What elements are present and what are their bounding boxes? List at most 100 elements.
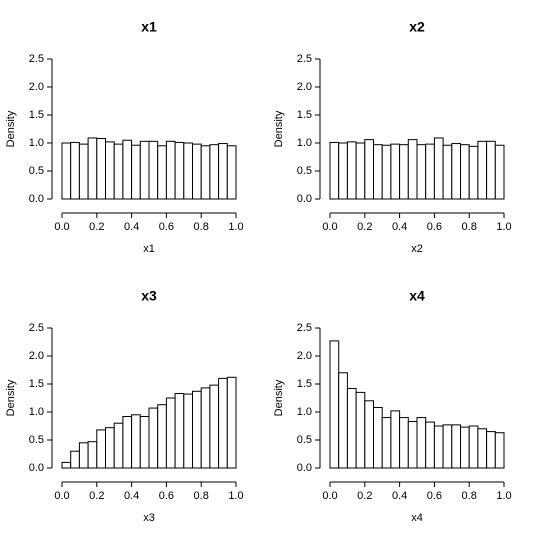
bar [78, 442, 89, 469]
y-tick-label: 0.5 [29, 434, 44, 446]
bar [131, 144, 141, 200]
bar [355, 142, 366, 200]
bar [183, 142, 194, 200]
bar [113, 143, 124, 200]
bar [96, 429, 107, 469]
chart-title: x1 [141, 19, 157, 35]
y-axis-label: Density [5, 379, 17, 416]
bar [78, 143, 89, 200]
bar [494, 144, 505, 200]
bar [425, 143, 435, 200]
bar [390, 143, 401, 200]
bar [200, 145, 211, 200]
y-axis-label: Density [273, 110, 285, 147]
bar [433, 137, 444, 200]
bar [226, 145, 237, 200]
y-tick-label: 2.5 [297, 322, 312, 334]
bar [122, 139, 133, 200]
y-tick-label: 1.5 [297, 109, 312, 121]
x-tick-label: 0.8 [462, 490, 477, 502]
y-tick-label: 1.0 [29, 406, 44, 418]
bar [174, 393, 185, 469]
bar [70, 141, 80, 200]
x-tick-label: 0.0 [322, 221, 337, 233]
x-tick-label: 1.0 [496, 490, 511, 502]
bar [209, 144, 220, 200]
bar [399, 144, 409, 200]
bar [338, 142, 348, 200]
y-tick-label: 0.0 [29, 193, 44, 205]
bar [87, 137, 98, 200]
y-tick-label: 0.5 [29, 165, 44, 177]
x-tick-label: 0.6 [427, 221, 442, 233]
bar [165, 140, 176, 200]
x-tick-label: 0.0 [322, 490, 337, 502]
bar [148, 140, 159, 200]
bar [329, 340, 340, 469]
bar [477, 140, 488, 200]
bar [192, 390, 202, 469]
bar [381, 144, 392, 200]
bar [96, 138, 107, 200]
x-tick-label: 1.0 [228, 490, 243, 502]
chart-title: x4 [409, 288, 425, 304]
bar [218, 143, 228, 200]
bar [486, 140, 496, 200]
bar [364, 139, 374, 200]
bar [460, 426, 470, 469]
bar [416, 417, 427, 469]
y-tick-label: 0.0 [297, 193, 312, 205]
bar [226, 376, 237, 469]
bar [346, 387, 357, 469]
bar [200, 387, 211, 469]
y-tick-label: 1.0 [29, 137, 44, 149]
bar [399, 417, 409, 469]
bar [122, 415, 133, 469]
bar [373, 407, 383, 469]
x-tick-label: 0.8 [194, 221, 209, 233]
bar [442, 424, 453, 469]
y-tick-label: 1.5 [29, 109, 44, 121]
y-tick-label: 1.5 [297, 378, 312, 390]
bar [139, 415, 150, 469]
x-tick-label: 0.2 [357, 490, 372, 502]
bar [468, 145, 479, 200]
bar [87, 441, 98, 469]
y-tick-label: 2.5 [29, 53, 44, 65]
bar [192, 143, 202, 200]
bar [407, 139, 418, 200]
y-tick-label: 0.0 [29, 462, 44, 474]
x-axis-label: x2 [411, 243, 423, 255]
bar [338, 372, 348, 469]
bar [433, 425, 444, 469]
bar [477, 428, 488, 469]
y-tick-label: 2.0 [297, 81, 312, 93]
y-tick-label: 1.5 [29, 378, 44, 390]
x-axis-label: x4 [411, 512, 423, 524]
bar [494, 432, 505, 469]
bar [113, 422, 124, 469]
x-tick-label: 0.4 [392, 490, 407, 502]
bar [131, 414, 141, 469]
x-tick-label: 0.6 [159, 221, 174, 233]
x-axis-label: x3 [143, 512, 155, 524]
bar [442, 144, 453, 200]
y-tick-label: 1.0 [297, 406, 312, 418]
bar [355, 391, 366, 469]
x-tick-label: 0.4 [124, 490, 139, 502]
bar [61, 142, 72, 200]
x-tick-label: 0.4 [124, 221, 139, 233]
bar [451, 143, 461, 200]
x-tick-label: 0.2 [357, 221, 372, 233]
y-axis-label: Density [5, 110, 17, 147]
bar [165, 397, 176, 469]
bar [148, 407, 159, 469]
y-tick-label: 1.0 [297, 137, 312, 149]
bar [209, 384, 220, 469]
x-tick-label: 1.0 [228, 221, 243, 233]
bar [451, 424, 461, 469]
bar [373, 144, 383, 200]
bar [425, 421, 435, 469]
x-tick-label: 0.2 [89, 490, 104, 502]
